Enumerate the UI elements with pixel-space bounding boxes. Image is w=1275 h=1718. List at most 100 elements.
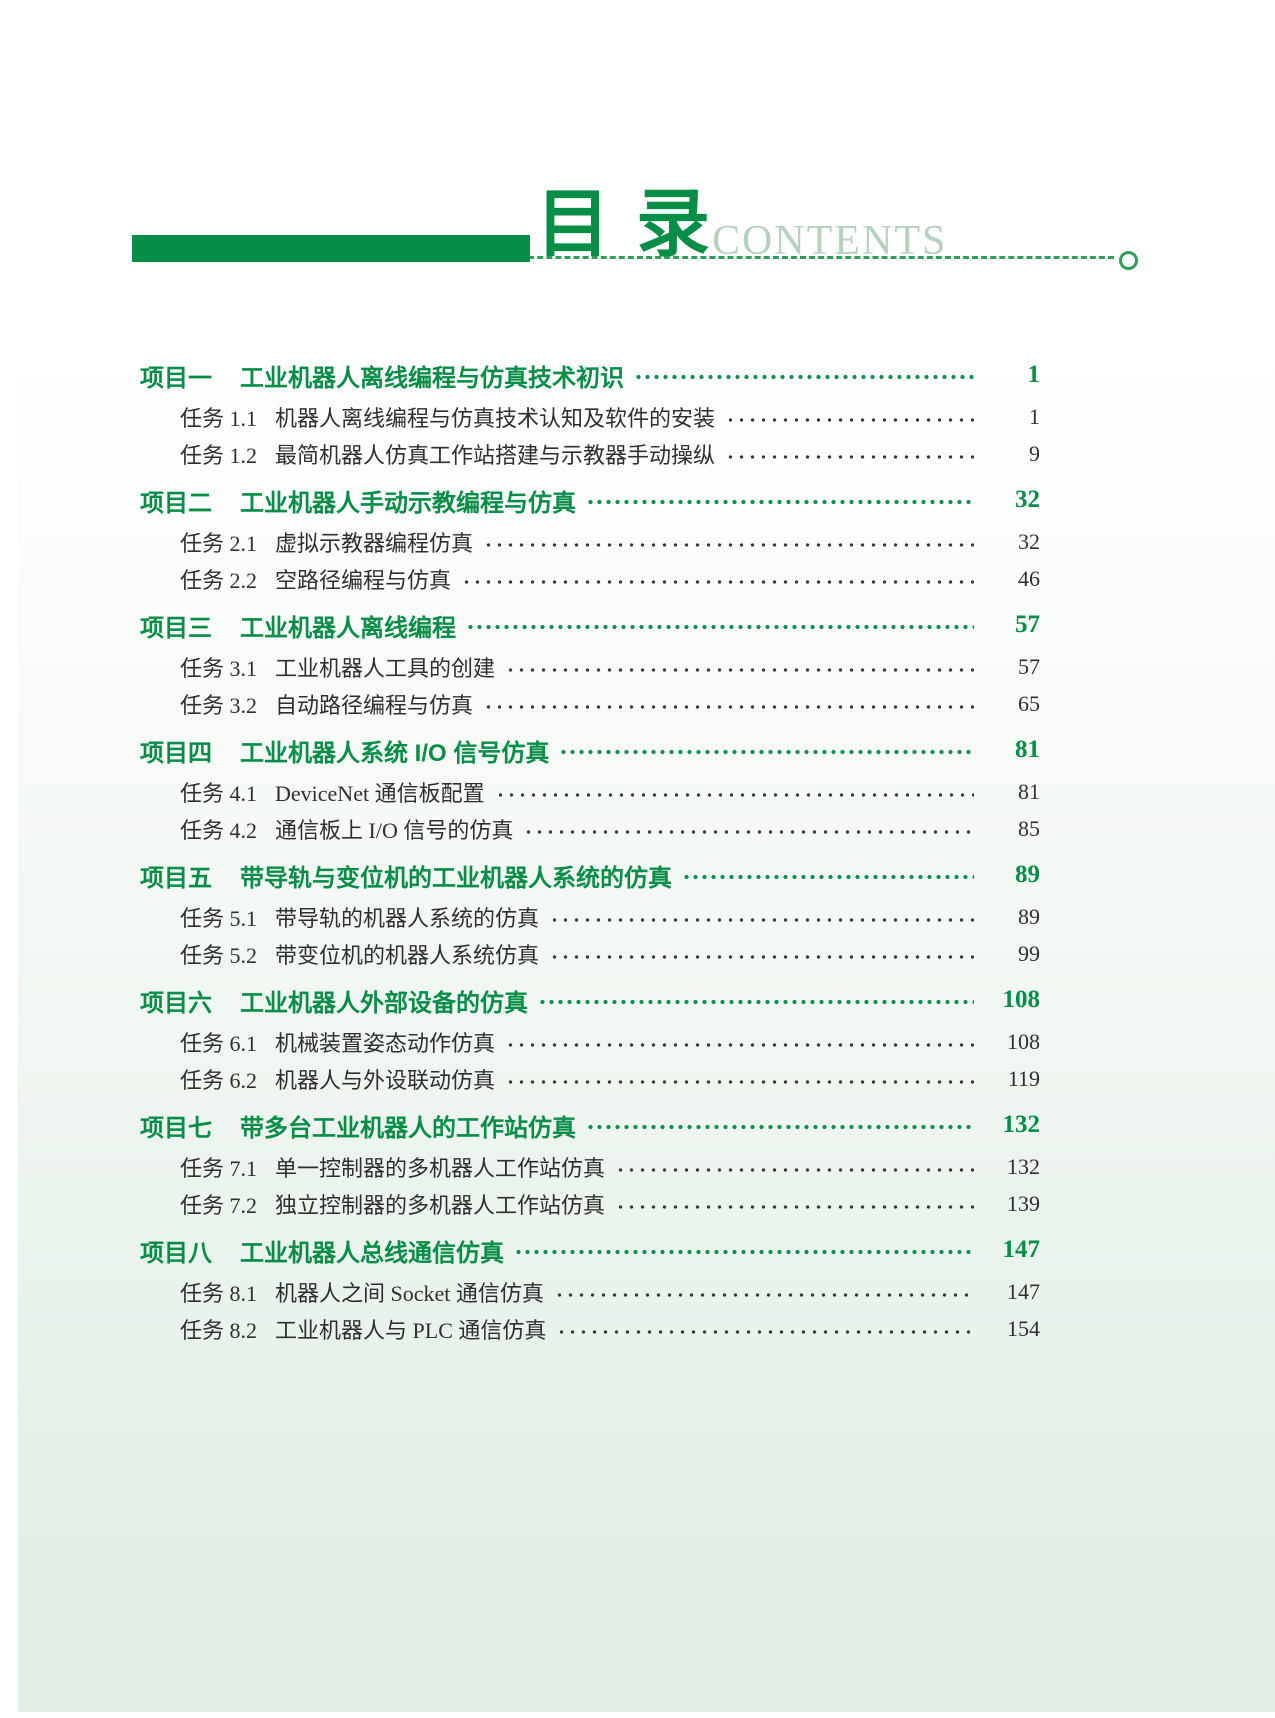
task-label: 任务 8.1 [180, 1280, 258, 1306]
dot-leader [725, 449, 974, 464]
task-label: 任务 3.1 [180, 655, 258, 681]
section-tasks: 任务 3.1 工业机器人工具的创建 57 任务 3.2 自动路径编程与仿真 65 [140, 648, 1040, 722]
dot-leader [505, 662, 974, 677]
dot-leader [615, 1162, 974, 1177]
task-title: 空路径编程与仿真 [275, 567, 452, 593]
section-page-number: 1 [1027, 361, 1041, 388]
toc-task-row: 任务 7.2 独立控制器的多机器人工作站仿真 139 [140, 1185, 1040, 1222]
toc-task-row: 任务 8.1 机器人之间 Socket 通信仿真 147 [140, 1273, 1040, 1310]
section-tasks: 任务 1.1 机器人离线编程与仿真技术认知及软件的安装 1 任务 1.2 最简机… [140, 398, 1040, 472]
toc-task-row: 任务 8.2 工业机器人与 PLC 通信仿真 154 [140, 1310, 1040, 1347]
dot-leader [483, 537, 974, 552]
task-title: 自动路径编程与仿真 [275, 692, 474, 718]
task-label: 任务 1.1 [180, 405, 258, 431]
task-title: 机器人之间 Socket 通信仿真 [275, 1280, 544, 1306]
task-page-number: 65 [1018, 690, 1040, 716]
task-page-number: 147 [1007, 1278, 1040, 1304]
task-title: 机械装置姿态动作仿真 [275, 1030, 496, 1056]
task-page-number: 81 [1018, 778, 1040, 804]
toc-task-row: 任务 3.2 自动路径编程与仿真 65 [140, 685, 1040, 722]
toc-task-row: 任务 4.2 通信板上 I/O 信号的仿真 85 [140, 810, 1040, 847]
dot-leader [556, 1324, 974, 1339]
task-label: 任务 7.2 [180, 1192, 258, 1218]
dot-leader [682, 870, 974, 884]
task-title: 机器人与外设联动仿真 [275, 1067, 496, 1093]
task-label: 任务 7.1 [180, 1155, 258, 1181]
section-title: 工业机器人离线编程 [240, 614, 456, 642]
section-page-number: 81 [1015, 736, 1040, 763]
section-label: 项目八 [140, 1239, 212, 1267]
dot-leader [514, 1245, 974, 1259]
task-title: DeviceNet 通信板配置 [275, 780, 485, 806]
dot-leader [586, 495, 974, 509]
task-page-number: 57 [1018, 653, 1040, 679]
task-label: 任务 4.2 [180, 817, 258, 843]
task-page-number: 85 [1018, 815, 1040, 841]
section-page-number: 108 [1002, 986, 1041, 1013]
task-page-number: 1 [1029, 403, 1040, 429]
toc-section: 项目一 工业机器人离线编程与仿真技术初识 1 任务 1.1 机器人离线编程与仿真… [140, 352, 1040, 472]
task-page-number: 132 [1007, 1153, 1040, 1179]
toc-list: 项目一 工业机器人离线编程与仿真技术初识 1 任务 1.1 机器人离线编程与仿真… [140, 352, 1040, 1352]
section-title: 工业机器人手动示教编程与仿真 [240, 489, 576, 517]
toc-section-row: 项目七 带多台工业机器人的工作站仿真 132 [140, 1102, 1040, 1148]
section-tasks: 任务 7.1 单一控制器的多机器人工作站仿真 132 任务 7.2 独立控制器的… [140, 1148, 1040, 1222]
task-title: 工业机器人与 PLC 通信仿真 [275, 1317, 547, 1343]
toc-section-row: 项目一 工业机器人离线编程与仿真技术初识 1 [140, 352, 1040, 398]
section-title: 工业机器人离线编程与仿真技术初识 [240, 364, 624, 392]
toc-task-row: 任务 6.2 机器人与外设联动仿真 119 [140, 1060, 1040, 1097]
task-page-number: 99 [1018, 940, 1040, 966]
task-label: 任务 4.1 [180, 780, 258, 806]
section-tasks: 任务 8.1 机器人之间 Socket 通信仿真 147 任务 8.2 工业机器… [140, 1273, 1040, 1347]
dot-leader [466, 620, 974, 634]
section-page-number: 132 [1002, 1111, 1041, 1138]
section-tasks: 任务 6.1 机械装置姿态动作仿真 108 任务 6.2 机器人与外设联动仿真 … [140, 1023, 1040, 1097]
section-label: 项目七 [140, 1114, 212, 1142]
dot-leader [494, 787, 974, 802]
task-page-number: 46 [1018, 565, 1040, 591]
section-tasks: 任务 2.1 虚拟示教器编程仿真 32 任务 2.2 空路径编程与仿真 46 [140, 523, 1040, 597]
toc-task-row: 任务 2.2 空路径编程与仿真 46 [140, 560, 1040, 597]
dot-leader [549, 912, 974, 927]
section-title: 工业机器人总线通信仿真 [240, 1239, 504, 1267]
page-background [18, 0, 1275, 1712]
section-label: 项目一 [140, 364, 212, 392]
section-label: 项目五 [140, 864, 212, 892]
section-title: 工业机器人系统 I/O 信号仿真 [240, 739, 550, 767]
task-title: 工业机器人工具的创建 [275, 655, 496, 681]
dot-leader [549, 949, 974, 964]
dot-leader [634, 370, 974, 384]
toc-task-row: 任务 2.1 虚拟示教器编程仿真 32 [140, 523, 1040, 560]
task-label: 任务 5.1 [180, 905, 258, 931]
dot-leader [553, 1287, 974, 1302]
dot-leader [483, 699, 974, 714]
section-label: 项目二 [140, 489, 212, 517]
task-title: 最简机器人仿真工作站搭建与示教器手动操纵 [275, 442, 716, 468]
toc-task-row: 任务 1.1 机器人离线编程与仿真技术认知及软件的安装 1 [140, 398, 1040, 435]
task-label: 任务 6.1 [180, 1030, 258, 1056]
toc-section: 项目七 带多台工业机器人的工作站仿真 132 任务 7.1 单一控制器的多机器人… [140, 1102, 1040, 1222]
dot-leader [461, 574, 974, 589]
dot-leader [538, 995, 974, 1009]
toc-section-row: 项目三 工业机器人离线编程 57 [140, 602, 1040, 648]
toc-task-row: 任务 7.1 单一控制器的多机器人工作站仿真 132 [140, 1148, 1040, 1185]
section-page-number: 147 [1002, 1236, 1041, 1263]
toc-section: 项目六 工业机器人外部设备的仿真 108 任务 6.1 机械装置姿态动作仿真 1… [140, 977, 1040, 1097]
task-label: 任务 2.2 [180, 567, 258, 593]
toc-task-row: 任务 3.1 工业机器人工具的创建 57 [140, 648, 1040, 685]
section-page-number: 57 [1015, 611, 1040, 638]
section-tasks: 任务 4.1 DeviceNet 通信板配置 81 任务 4.2 通信板上 I/… [140, 773, 1040, 847]
task-label: 任务 2.1 [180, 530, 258, 556]
task-title: 单一控制器的多机器人工作站仿真 [275, 1155, 606, 1181]
header-dashed-line [492, 256, 1114, 259]
toc-section-row: 项目二 工业机器人手动示教编程与仿真 32 [140, 477, 1040, 523]
task-label: 任务 6.2 [180, 1067, 258, 1093]
dot-leader [586, 1120, 974, 1134]
toc-task-row: 任务 4.1 DeviceNet 通信板配置 81 [140, 773, 1040, 810]
task-title: 通信板上 I/O 信号的仿真 [275, 817, 514, 843]
task-label: 任务 1.2 [180, 442, 258, 468]
section-page-number: 32 [1015, 486, 1040, 513]
section-label: 项目四 [140, 739, 212, 767]
toc-section-row: 项目四 工业机器人系统 I/O 信号仿真 81 [140, 727, 1040, 773]
toc-section: 项目八 工业机器人总线通信仿真 147 任务 8.1 机器人之间 Socket … [140, 1227, 1040, 1347]
